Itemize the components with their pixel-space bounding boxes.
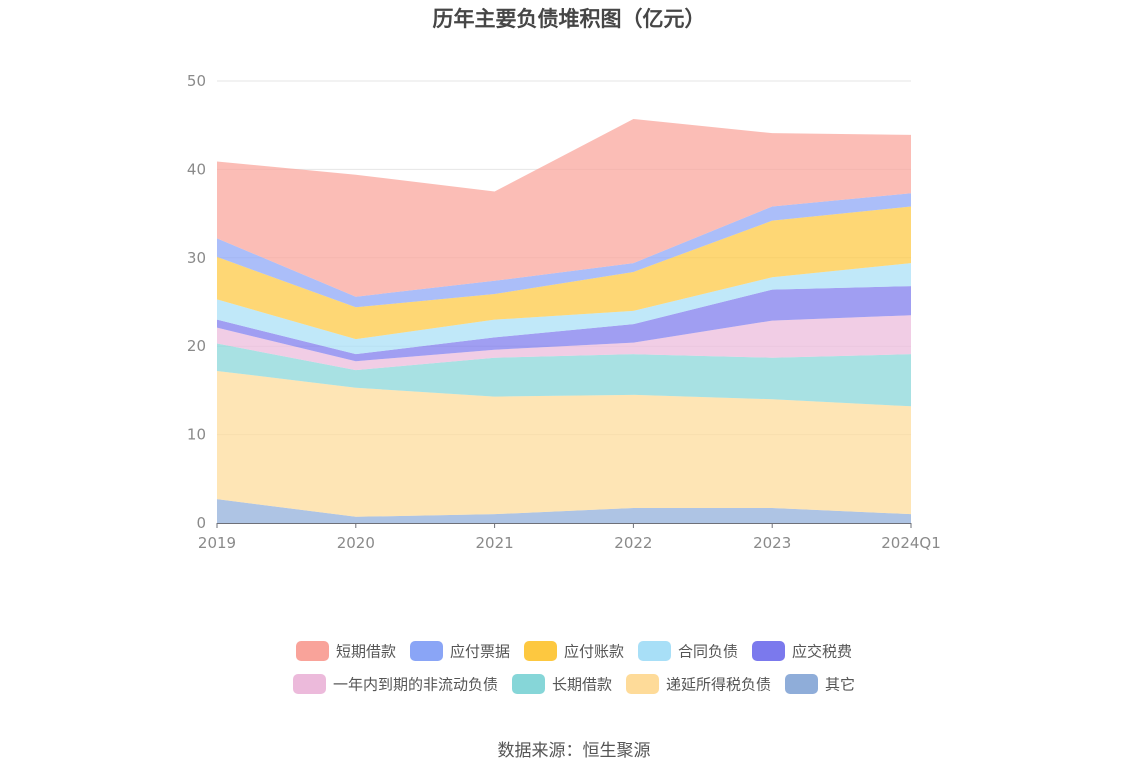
area-series-2[interactable] [217, 343, 911, 407]
area-series-4[interactable] [217, 286, 911, 362]
legend-item[interactable]: 一年内到期的非流动负债 [293, 674, 498, 694]
legend-swatch [638, 641, 671, 661]
legend-label: 应付票据 [450, 643, 510, 661]
legend-item[interactable]: 长期借款 [512, 674, 612, 694]
y-tick-label: 10 [187, 426, 206, 444]
legend-swatch [293, 674, 326, 694]
legend-label: 应交税费 [792, 643, 852, 661]
y-tick-label: 0 [196, 514, 206, 532]
legend-label: 其它 [825, 676, 855, 694]
legend-item[interactable]: 其它 [785, 674, 855, 694]
area-series-3[interactable] [217, 315, 911, 371]
legend-swatch [626, 674, 659, 694]
area-series-6[interactable] [217, 206, 911, 340]
legend-label: 一年内到期的非流动负债 [333, 676, 498, 694]
y-tick-label: 40 [187, 160, 206, 178]
area-series-0[interactable] [217, 499, 911, 523]
x-tick-label: 2024Q1 [881, 534, 941, 552]
legend-swatch [512, 674, 545, 694]
legend-swatch [752, 641, 785, 661]
data-source-label: 数据来源：恒生聚源 [498, 741, 651, 761]
legend-item[interactable]: 应付账款 [524, 641, 624, 661]
legend-item[interactable]: 应交税费 [752, 641, 852, 661]
legend-swatch [524, 641, 557, 661]
area-series-7[interactable] [217, 193, 911, 308]
legend-item[interactable]: 短期借款 [296, 641, 396, 661]
legend-swatch [296, 641, 329, 661]
area-series-5[interactable] [217, 263, 911, 355]
legend-label: 短期借款 [336, 643, 396, 661]
y-tick-label: 30 [187, 249, 206, 267]
chart-title: 历年主要负债堆积图（亿元） [433, 7, 706, 31]
x-tick-label: 2021 [476, 534, 514, 552]
y-tick-label: 50 [187, 72, 206, 90]
area-series-1[interactable] [217, 370, 911, 517]
area-series-8[interactable] [217, 119, 911, 297]
axes: 0 10 20 30 40 50 2019 2020 2021 2022 2023 2024Q1 [187, 72, 941, 552]
x-tick-label: 2019 [198, 534, 236, 552]
y-tick-label: 20 [187, 337, 206, 355]
legend-item[interactable]: 应付票据 [410, 641, 510, 661]
legend-label: 合同负债 [678, 643, 738, 661]
x-tick-label: 2022 [614, 534, 652, 552]
legend-item[interactable]: 合同负债 [638, 641, 738, 661]
x-tick-label: 2023 [753, 534, 791, 552]
legend-swatch [410, 641, 443, 661]
area-series-group [217, 119, 911, 523]
x-tick-label: 2020 [337, 534, 375, 552]
legend-label: 应付账款 [564, 643, 624, 661]
legend-label: 长期借款 [552, 676, 612, 694]
legend-item[interactable]: 递延所得税负债 [626, 674, 771, 694]
legend-label: 递延所得税负债 [666, 676, 771, 694]
legend-swatch [785, 674, 818, 694]
